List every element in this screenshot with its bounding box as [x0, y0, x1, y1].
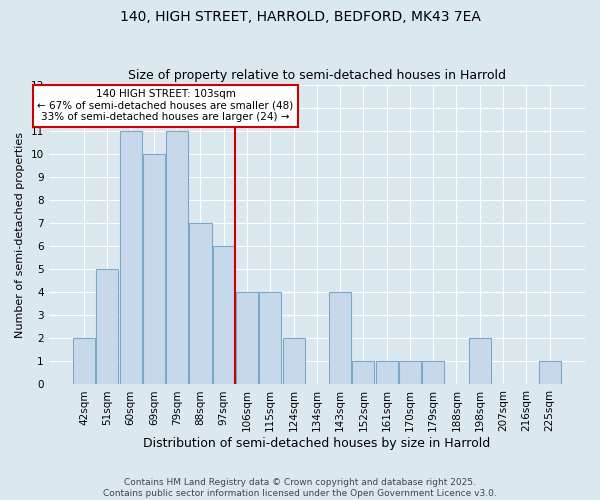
Bar: [236, 292, 258, 384]
Text: 140 HIGH STREET: 103sqm
← 67% of semi-detached houses are smaller (48)
33% of se: 140 HIGH STREET: 103sqm ← 67% of semi-de…: [37, 89, 293, 122]
X-axis label: Distribution of semi-detached houses by size in Harrold: Distribution of semi-detached houses by …: [143, 437, 490, 450]
Bar: [422, 362, 444, 384]
Text: Contains HM Land Registry data © Crown copyright and database right 2025.
Contai: Contains HM Land Registry data © Crown c…: [103, 478, 497, 498]
Y-axis label: Number of semi-detached properties: Number of semi-detached properties: [15, 132, 25, 338]
Bar: [376, 362, 398, 384]
Bar: [119, 130, 142, 384]
Bar: [259, 292, 281, 384]
Bar: [97, 269, 118, 384]
Bar: [283, 338, 305, 384]
Bar: [143, 154, 165, 384]
Bar: [190, 223, 212, 384]
Bar: [212, 246, 235, 384]
Bar: [399, 362, 421, 384]
Bar: [539, 362, 560, 384]
Bar: [352, 362, 374, 384]
Text: 140, HIGH STREET, HARROLD, BEDFORD, MK43 7EA: 140, HIGH STREET, HARROLD, BEDFORD, MK43…: [119, 10, 481, 24]
Bar: [329, 292, 351, 384]
Bar: [73, 338, 95, 384]
Title: Size of property relative to semi-detached houses in Harrold: Size of property relative to semi-detach…: [128, 69, 506, 82]
Bar: [469, 338, 491, 384]
Bar: [166, 130, 188, 384]
